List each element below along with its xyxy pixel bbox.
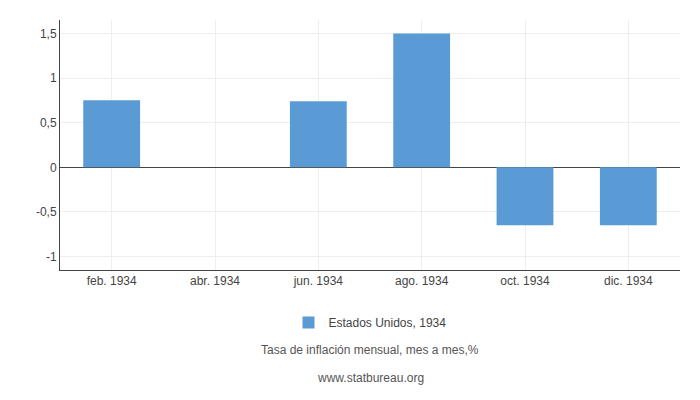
svg-text:jun. 1934: jun. 1934 <box>293 274 344 288</box>
svg-text:1,5: 1,5 <box>40 27 57 41</box>
svg-text:-0,5: -0,5 <box>36 205 57 219</box>
svg-text:dic. 1934: dic. 1934 <box>604 274 653 288</box>
svg-text:0,5: 0,5 <box>40 116 57 130</box>
svg-text:ago. 1934: ago. 1934 <box>395 274 449 288</box>
svg-text:oct. 1934: oct. 1934 <box>500 274 550 288</box>
svg-text:abr. 1934: abr. 1934 <box>190 274 240 288</box>
svg-text:www.statbureau.org: www.statbureau.org <box>317 371 424 385</box>
svg-text:1: 1 <box>50 71 57 85</box>
svg-text:-1: -1 <box>46 250 57 264</box>
svg-text:0: 0 <box>50 161 57 175</box>
svg-text:Tasa de inflación mensual, mes: Tasa de inflación mensual, mes a mes,% <box>261 343 479 357</box>
svg-text:Estados Unidos, 1934: Estados Unidos, 1934 <box>329 316 447 330</box>
svg-text:feb. 1934: feb. 1934 <box>87 274 137 288</box>
